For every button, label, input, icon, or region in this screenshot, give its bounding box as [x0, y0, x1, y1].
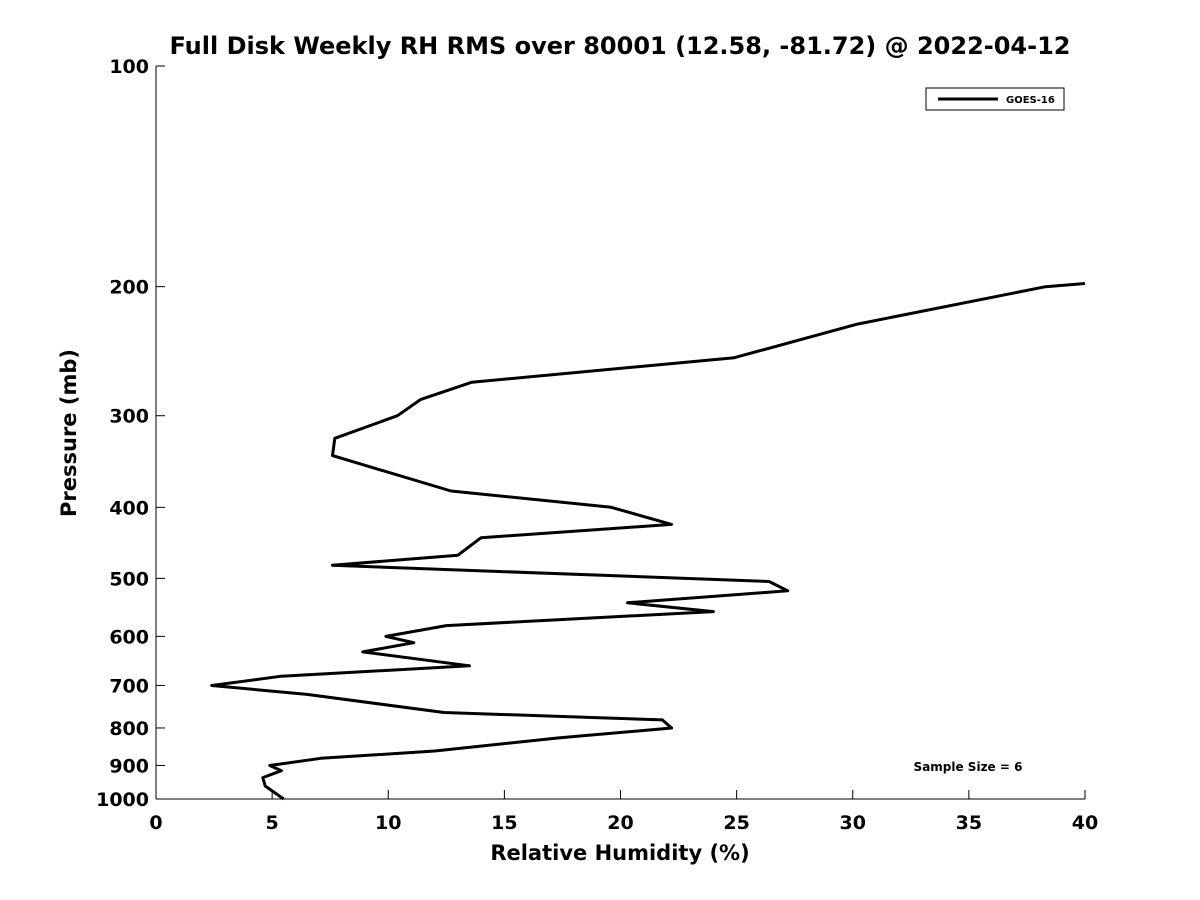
x-tick-label: 0 — [149, 812, 162, 834]
x-tick-label: 10 — [375, 812, 401, 834]
y-tick-label: 300 — [109, 406, 149, 428]
y-tick-label: 800 — [109, 718, 149, 740]
x-tick-label: 30 — [840, 812, 866, 834]
legend: GOES-16 — [925, 87, 1065, 111]
x-ticks: 0 5 10 15 20 25 30 35 40 — [149, 790, 1098, 834]
y-axis-label: Pressure (mb) — [57, 349, 81, 517]
y-tick-label: 100 — [109, 56, 149, 78]
y-tick-label: 500 — [109, 568, 149, 590]
x-tick-label: 35 — [956, 812, 982, 834]
y-tick-label: 900 — [109, 755, 149, 777]
y-tick-label: 700 — [109, 675, 149, 697]
legend-label: GOES-16 — [1006, 95, 1055, 106]
x-tick-label: 20 — [607, 812, 633, 834]
x-tick-label: 25 — [723, 812, 749, 834]
x-axis-label: Relative Humidity (%) — [490, 841, 749, 865]
y-tick-label: 1000 — [96, 789, 149, 811]
y-tick-label: 600 — [109, 626, 149, 648]
y-tick-label: 400 — [109, 497, 149, 519]
x-tick-label: 5 — [266, 812, 279, 834]
y-ticks: 100 200 300 400 500 600 700 800 900 1000 — [96, 56, 165, 811]
plot-lines — [210, 282, 1086, 801]
series-line-goes-16 — [210, 282, 1086, 801]
x-tick-label: 40 — [1072, 812, 1098, 834]
x-tick-label: 15 — [491, 812, 517, 834]
chart-title: Full Disk Weekly RH RMS over 80001 (12.5… — [169, 32, 1070, 60]
y-tick-label: 200 — [109, 277, 149, 299]
sample-size-annotation: Sample Size = 6 — [914, 760, 1023, 774]
